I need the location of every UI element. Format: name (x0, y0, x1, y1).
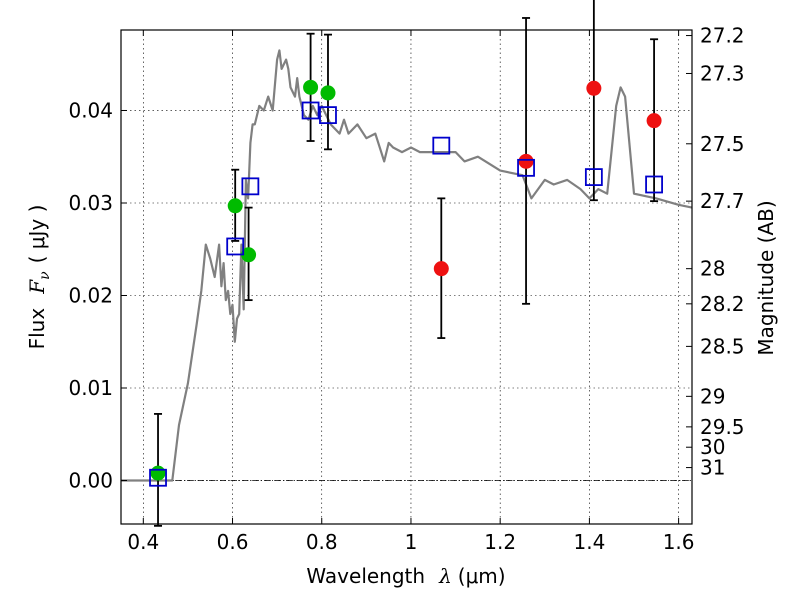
y2-tick-label: 27.2 (700, 24, 745, 48)
green-data-point (241, 247, 257, 263)
x-axis-label: Wavelength λ (μm) (306, 564, 505, 588)
model-flux-square (241, 177, 260, 196)
grid (121, 30, 692, 524)
x-tick-label: 1 (405, 530, 418, 554)
y2-axis-label: Magnitude (AB) (754, 200, 778, 355)
plot-frame (120, 29, 693, 525)
y-tick-label: 0.01 (68, 376, 113, 400)
model-spectrum (121, 49, 693, 482)
x-tick-label: 1.6 (663, 530, 695, 554)
model-flux-square (149, 468, 167, 487)
x-tick-label: 0.8 (306, 530, 338, 554)
model-flux-square (226, 237, 245, 256)
model-spectrum-line (121, 49, 693, 482)
red-data-point (433, 261, 449, 277)
green-data-point (227, 198, 243, 214)
y2-tick-label: 27.7 (700, 189, 745, 213)
y2-tick-label: 30 (700, 435, 725, 459)
x-tick-label: 0.6 (217, 530, 249, 554)
model-flux-square (301, 101, 320, 120)
y-axis-label: FluxFν( μJy ) (25, 205, 53, 350)
x-axis-ticks: 0.4 0.6 0.8 1 1.2 1.4 1.6 (127, 30, 695, 554)
red-data-point (586, 80, 602, 96)
y2-tick-label: 29.5 (700, 415, 745, 439)
model-flux-square (584, 168, 603, 186)
red-data-point (518, 153, 534, 169)
y2-tick-label: 27.3 (700, 61, 745, 85)
x-tick-label: 1.4 (573, 530, 605, 554)
model-flux-square (645, 175, 663, 194)
y2-tick-label: 31 (700, 456, 725, 480)
y-tick-label: 0.00 (68, 469, 113, 493)
model-flux-square (432, 136, 451, 155)
y2-tick-label: 28.2 (700, 292, 745, 316)
x-tick-label: 0.4 (127, 530, 159, 554)
y2-tick-label: 27.5 (700, 132, 745, 156)
y-tick-label: 0.02 (68, 284, 113, 308)
y-tick-label: 0.04 (68, 98, 113, 122)
model-flux-square (319, 106, 337, 125)
y-axis-ticks: 0.00 0.01 0.02 0.03 0.04 (68, 98, 127, 493)
y-tick-label: 0.03 (68, 191, 113, 215)
x-tick-label: 1.2 (484, 530, 516, 554)
green-data-point (303, 79, 319, 95)
y2-tick-label: 29 (700, 384, 725, 408)
green-data-point (150, 465, 166, 481)
y2-tick-label: 28 (700, 257, 725, 281)
y2-tick-label: 28.5 (700, 334, 745, 358)
green-data-point (320, 85, 336, 101)
model-flux-square (517, 158, 535, 177)
red-data-point (646, 113, 662, 129)
data-markers (149, 79, 663, 487)
